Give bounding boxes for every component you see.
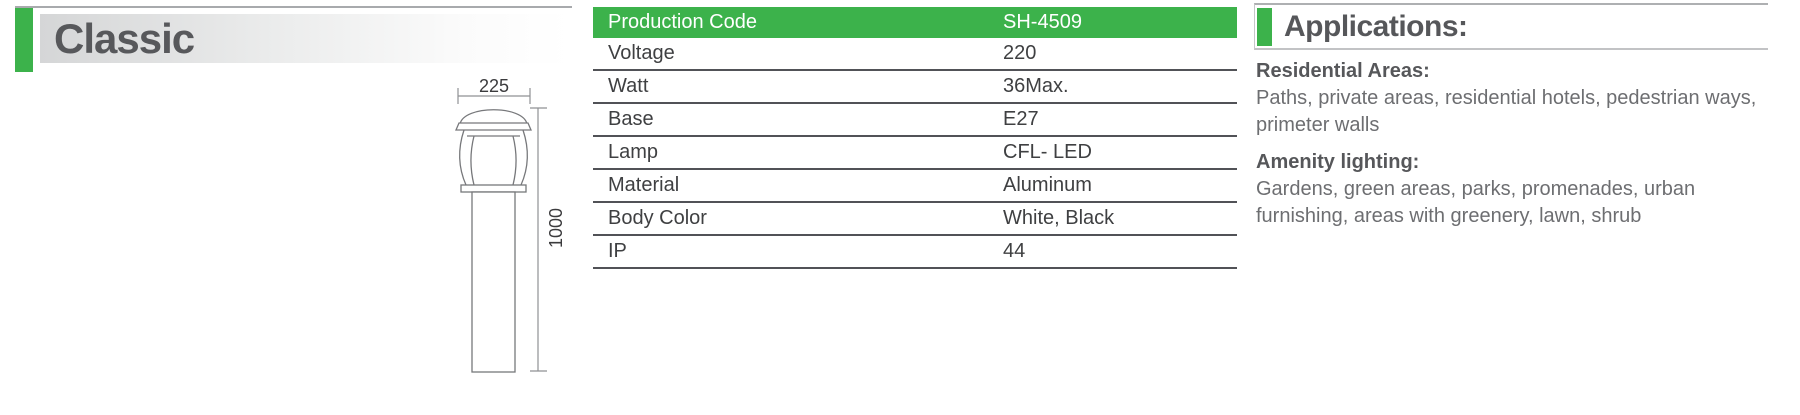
spec-row-watt: Watt 36Max. [593, 71, 1237, 104]
spec-label: Material [608, 174, 680, 196]
spec-row-body-color: Body Color White, Black [593, 203, 1237, 236]
spec-header-row: Production Code SH-4509 [593, 7, 1237, 38]
spec-label: IP [608, 240, 627, 262]
spec-row-base: Base E27 [593, 104, 1237, 137]
spec-label: Watt [608, 75, 649, 97]
applications-section-residential: Residential Areas: Paths, private areas,… [1256, 58, 1768, 139]
section-heading: Residential Areas: [1256, 60, 1430, 82]
section-text: Gardens, green areas, parks, promenades,… [1256, 178, 1696, 227]
spec-label: Voltage [608, 42, 675, 64]
spec-value: E27 [1003, 108, 1039, 130]
header-green-accent-bar [15, 8, 33, 72]
spec-row-voltage: Voltage 220 [593, 38, 1237, 71]
spec-value: 220 [1003, 42, 1037, 64]
product-header: Classic [40, 14, 570, 63]
spec-value: CFL- LED [1003, 141, 1092, 163]
section-text: Paths, private areas, residential hotels… [1256, 87, 1757, 136]
applications-green-accent-bar [1257, 8, 1272, 46]
spec-label: Body Color [608, 207, 707, 229]
applications-panel: Applications: Residential Areas: Paths, … [1254, 3, 1768, 230]
lamp-cage [459, 129, 528, 186]
lamp-dome [455, 109, 532, 131]
specification-table: Production Code SH-4509 Voltage 220 Watt… [593, 7, 1237, 269]
section-heading: Amenity lighting: [1256, 151, 1420, 173]
spec-row-material: Material Aluminum [593, 170, 1237, 203]
bollard-pole [471, 191, 516, 373]
spec-value: 36Max. [1003, 75, 1069, 97]
spec-value: White, Black [1003, 207, 1115, 229]
width-dimension-label: 225 [479, 78, 509, 96]
lamp-collar [460, 184, 527, 193]
applications-body: Residential Areas: Paths, private areas,… [1254, 50, 1768, 230]
spec-header-label: Production Code [608, 11, 757, 33]
spec-header-value: SH-4509 [1003, 11, 1082, 33]
spec-label: Lamp [608, 141, 659, 163]
product-title: Classic [54, 14, 195, 62]
applications-title-box: Applications: [1254, 3, 1768, 50]
applications-section-amenity: Amenity lighting: Gardens, green areas, … [1256, 149, 1768, 230]
spec-row-lamp: Lamp CFL- LED [593, 137, 1237, 170]
height-dimension [530, 107, 547, 372]
spec-row-ip: IP 44 [593, 236, 1237, 269]
spec-value: 44 [1003, 240, 1026, 262]
bollard-technical-drawing: 225 1000 [455, 78, 566, 373]
width-dimension [457, 88, 531, 104]
applications-title: Applications: [1284, 9, 1468, 43]
spec-label: Base [608, 108, 654, 130]
height-dimension-label: 1000 [546, 208, 566, 248]
header-top-rule [15, 6, 572, 8]
spec-value: Aluminum [1003, 174, 1092, 196]
